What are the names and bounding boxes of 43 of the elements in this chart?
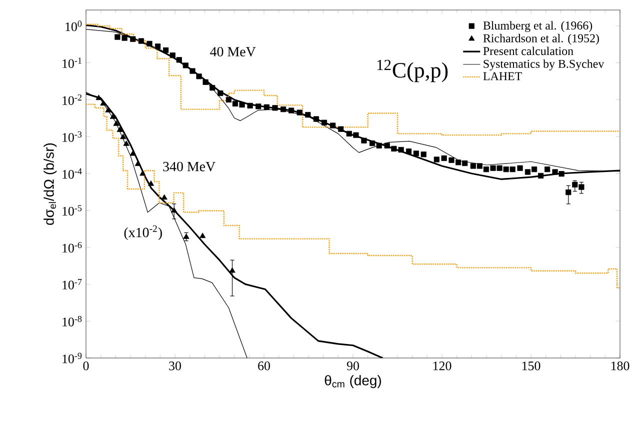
x-tick-label: 30 xyxy=(169,362,181,370)
point xyxy=(113,120,120,126)
y-tick-label: 10$^{-5}$ xyxy=(62,205,82,216)
point xyxy=(161,194,168,200)
x-tick-label: 180 xyxy=(611,362,630,370)
point xyxy=(148,180,154,186)
y-tick-label: 10$^{-3}$ xyxy=(62,131,82,142)
point xyxy=(116,126,123,132)
point xyxy=(123,140,130,146)
y-axis-title: dσ$_{el}$/dΩ (b/sr) xyxy=(44,143,57,225)
legend-label: Richardson et al. (1952) xyxy=(483,34,599,45)
point xyxy=(171,207,178,213)
point xyxy=(140,170,146,176)
y-tick-label: 10$^{-9}$ xyxy=(62,352,82,364)
y-tick-label: 10$^{-1}$ xyxy=(62,58,82,68)
annotation: (x10$^{-2}$) xyxy=(124,225,162,240)
annotation: 40 MeV xyxy=(210,47,256,57)
legend-label: Blumberg et al. (1966) xyxy=(483,21,592,32)
legend-label: LAHET xyxy=(483,72,522,80)
text: $^{12}$C(p,p) xyxy=(377,60,448,82)
x-tick-label: 0 xyxy=(83,362,89,370)
x-tick-label: 60 xyxy=(258,362,270,370)
y-tick-label: 10$^{-7}$ xyxy=(62,279,82,290)
x-tick-label: 90 xyxy=(346,362,359,370)
point xyxy=(96,94,102,100)
y-tick-label: 10$^{-6}$ xyxy=(62,242,82,253)
point xyxy=(100,100,106,106)
point xyxy=(134,160,141,166)
annotation: 340 MeV xyxy=(163,162,216,172)
y-tick-label: 10$^{0}$ xyxy=(66,20,82,32)
point xyxy=(200,232,206,238)
point xyxy=(110,114,116,119)
y-tick-label: 10$^{-2}$ xyxy=(62,94,82,105)
point xyxy=(183,234,190,239)
legend-label: Systematics by B.Sychev xyxy=(484,59,604,70)
x-tick-label: 150 xyxy=(522,362,540,370)
legend-label: Present calculation xyxy=(483,46,574,56)
x-tick-label: 120 xyxy=(433,362,452,370)
y-tick-label: 10$^{-8}$ xyxy=(62,316,82,326)
y-tick-label: 10$^{-4}$ xyxy=(62,168,82,179)
point xyxy=(120,134,126,140)
point xyxy=(229,267,236,273)
x-axis-title: θ$_{cm}$ (deg) xyxy=(324,375,381,388)
